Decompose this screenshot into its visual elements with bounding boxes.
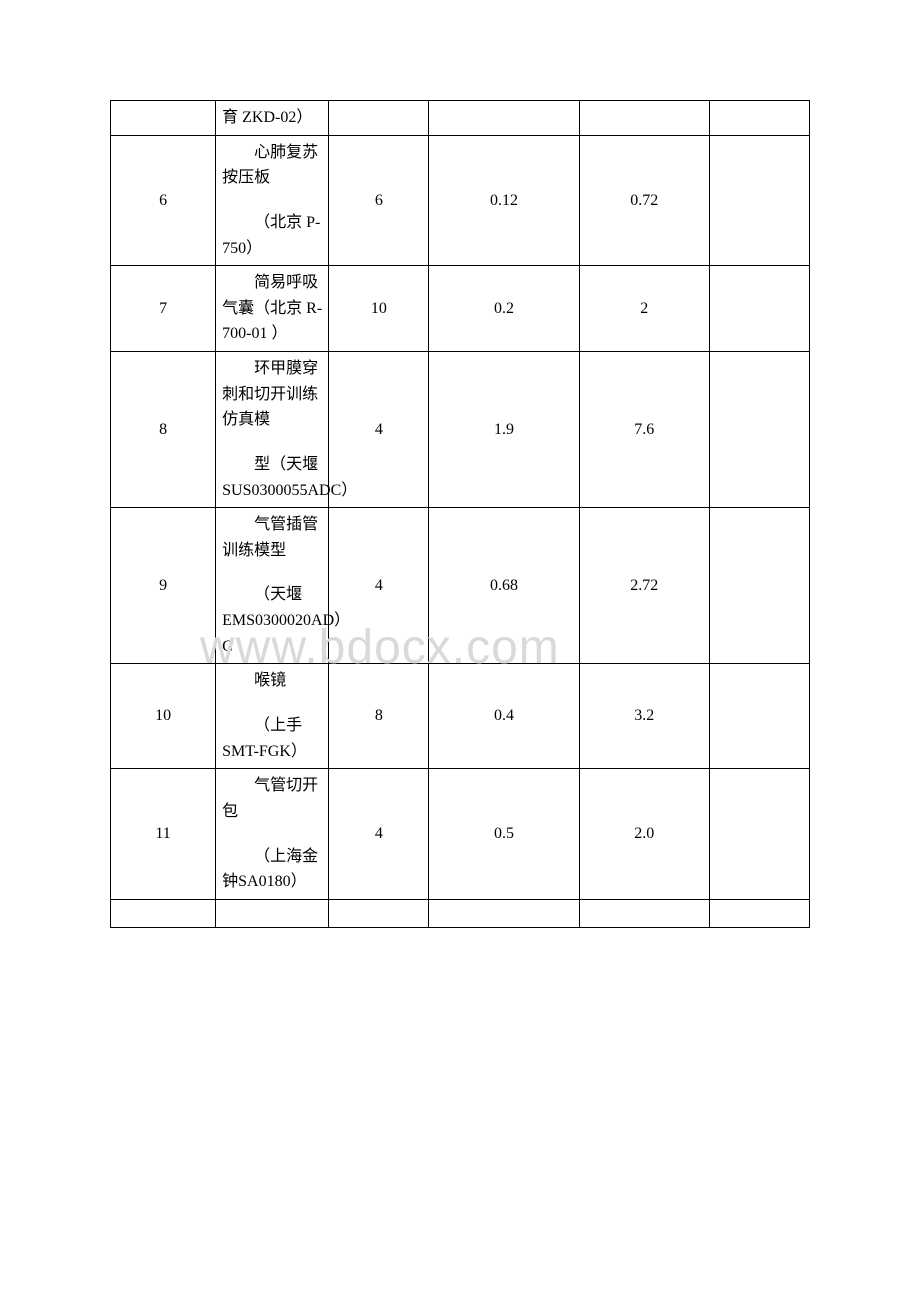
table-row: 7 简易呼吸气囊（北京 R-700-01 ） 10 0.2 2 — [111, 266, 810, 352]
cell-empty — [429, 899, 579, 927]
cell-num: 11 — [111, 769, 216, 900]
cell-note — [709, 266, 809, 352]
cell-empty — [579, 899, 709, 927]
cell-num: 10 — [111, 664, 216, 769]
table-row: 11 气管切开包 （上海金钟SA0180） 4 0.5 2.0 — [111, 769, 810, 900]
table-row: 10 喉镜 （上手 SMT-FGK） 8 0.4 3.2 — [111, 664, 810, 769]
cell-desc: 育 ZKD-02） — [216, 101, 329, 136]
cell-total: 7.6 — [579, 351, 709, 507]
cell-price: 0.2 — [429, 266, 579, 352]
cell-qty: 10 — [329, 266, 429, 352]
cell-price: 0.4 — [429, 664, 579, 769]
cell-desc: 气管插管训练模型 （天堰EMS0300020AD）C — [216, 508, 329, 664]
cell-desc: 心肺复苏按压板 （北京 P-750） — [216, 135, 329, 266]
desc-text: 育 ZKD-02） — [222, 105, 322, 131]
desc-gap — [222, 433, 322, 452]
cell-desc: 环甲膜穿刺和切开训练仿真模 型（天堰SUS0300055ADC） — [216, 351, 329, 507]
cell-total: 3.2 — [579, 664, 709, 769]
cell-num: 8 — [111, 351, 216, 507]
desc-text: （上手 SMT-FGK） — [222, 713, 322, 764]
cell-price: 1.9 — [429, 351, 579, 507]
desc-text: 喉镜 — [222, 668, 322, 694]
cell-qty: 4 — [329, 769, 429, 900]
cell-note — [709, 135, 809, 266]
equipment-table: 育 ZKD-02） 6 心肺复苏按压板 （北京 P-750） 6 0.12 0.… — [110, 100, 810, 928]
cell-total: 2.0 — [579, 769, 709, 900]
cell-qty: 4 — [329, 508, 429, 664]
cell-price: 0.12 — [429, 135, 579, 266]
cell-price: 0.5 — [429, 769, 579, 900]
cell-qty: 6 — [329, 135, 429, 266]
cell-qty: 8 — [329, 664, 429, 769]
table-row-empty — [111, 899, 810, 927]
cell-num: 9 — [111, 508, 216, 664]
cell-note — [709, 508, 809, 664]
cell-total: 2 — [579, 266, 709, 352]
cell-num — [111, 101, 216, 136]
desc-text: 气管切开包 — [222, 773, 322, 824]
desc-text: 简易呼吸气囊（北京 R-700-01 ） — [222, 270, 322, 347]
table-row: 9 气管插管训练模型 （天堰EMS0300020AD）C 4 0.68 2.72 — [111, 508, 810, 664]
cell-note — [709, 351, 809, 507]
cell-qty — [329, 101, 429, 136]
desc-text: （北京 P-750） — [222, 210, 322, 261]
desc-gap — [222, 191, 322, 210]
cell-note — [709, 101, 809, 136]
cell-empty — [709, 899, 809, 927]
desc-gap — [222, 824, 322, 843]
table-row: 育 ZKD-02） — [111, 101, 810, 136]
desc-text: 环甲膜穿刺和切开训练仿真模 — [222, 356, 322, 433]
desc-gap — [222, 563, 322, 582]
desc-gap — [222, 694, 322, 713]
cell-empty — [216, 899, 329, 927]
cell-num: 7 — [111, 266, 216, 352]
cell-total: 2.72 — [579, 508, 709, 664]
cell-desc: 气管切开包 （上海金钟SA0180） — [216, 769, 329, 900]
cell-price: 0.68 — [429, 508, 579, 664]
table-row: 6 心肺复苏按压板 （北京 P-750） 6 0.12 0.72 — [111, 135, 810, 266]
table-row: 8 环甲膜穿刺和切开训练仿真模 型（天堰SUS0300055ADC） 4 1.9… — [111, 351, 810, 507]
cell-empty — [329, 899, 429, 927]
desc-text: 心肺复苏按压板 — [222, 140, 322, 191]
cell-note — [709, 664, 809, 769]
cell-total — [579, 101, 709, 136]
cell-desc: 简易呼吸气囊（北京 R-700-01 ） — [216, 266, 329, 352]
desc-text: 型（天堰SUS0300055ADC） — [222, 452, 322, 503]
cell-note — [709, 769, 809, 900]
cell-total: 0.72 — [579, 135, 709, 266]
cell-empty — [111, 899, 216, 927]
desc-text: （上海金钟SA0180） — [222, 844, 322, 895]
cell-num: 6 — [111, 135, 216, 266]
desc-text: 气管插管训练模型 — [222, 512, 322, 563]
desc-text: （天堰EMS0300020AD）C — [222, 582, 322, 659]
cell-desc: 喉镜 （上手 SMT-FGK） — [216, 664, 329, 769]
cell-price — [429, 101, 579, 136]
